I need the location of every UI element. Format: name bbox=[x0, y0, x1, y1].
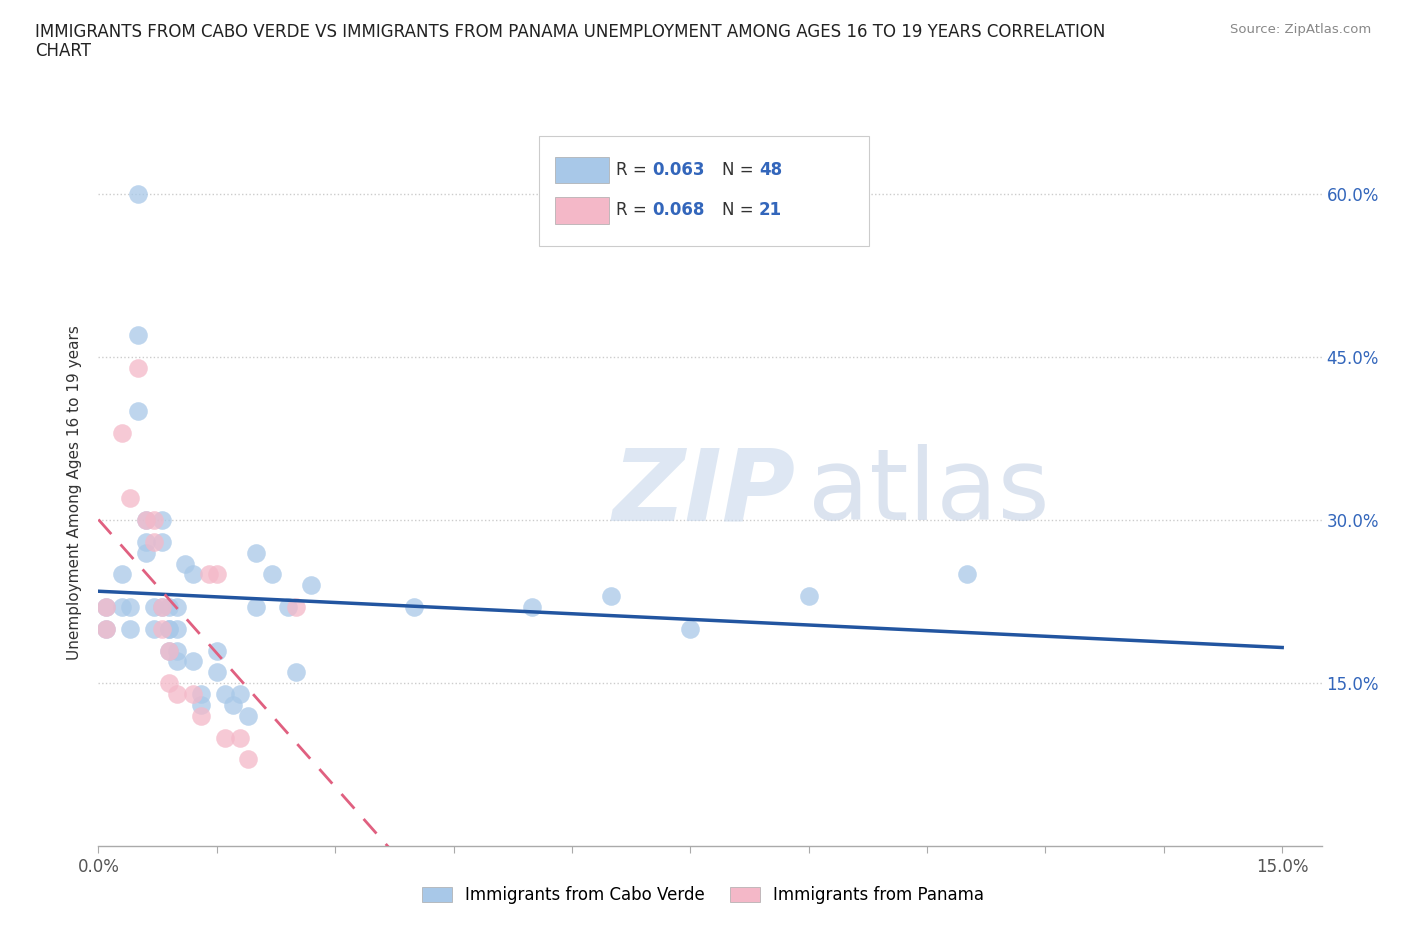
Point bbox=[166, 654, 188, 669]
Y-axis label: Unemployment Among Ages 16 to 19 years: Unemployment Among Ages 16 to 19 years bbox=[67, 326, 83, 660]
Point bbox=[181, 654, 204, 669]
Point bbox=[245, 545, 267, 560]
Text: 21: 21 bbox=[759, 201, 782, 219]
Point bbox=[190, 698, 212, 712]
Point bbox=[142, 621, 165, 636]
Text: CHART: CHART bbox=[35, 42, 91, 60]
Point bbox=[229, 686, 252, 701]
Text: R =: R = bbox=[616, 201, 652, 219]
Point bbox=[522, 600, 544, 615]
Point bbox=[797, 589, 820, 604]
Text: atlas: atlas bbox=[808, 445, 1049, 541]
Point bbox=[198, 567, 221, 582]
Point bbox=[118, 621, 141, 636]
Point bbox=[150, 535, 173, 550]
Point bbox=[127, 404, 149, 418]
Point bbox=[159, 676, 181, 691]
Point bbox=[214, 730, 236, 745]
FancyBboxPatch shape bbox=[538, 136, 869, 246]
Point bbox=[205, 644, 228, 658]
Point bbox=[284, 600, 307, 615]
Point bbox=[150, 600, 173, 615]
Point bbox=[96, 600, 118, 615]
Point bbox=[301, 578, 323, 592]
Point bbox=[159, 644, 181, 658]
Point bbox=[135, 545, 157, 560]
Point bbox=[214, 686, 236, 701]
Point bbox=[159, 621, 181, 636]
Point bbox=[600, 589, 623, 604]
Point bbox=[150, 621, 173, 636]
Text: 48: 48 bbox=[759, 161, 782, 179]
Point bbox=[205, 567, 228, 582]
Point bbox=[96, 600, 118, 615]
Point bbox=[159, 644, 181, 658]
Point bbox=[118, 491, 141, 506]
Point bbox=[142, 535, 165, 550]
Point bbox=[229, 730, 252, 745]
Point bbox=[174, 556, 197, 571]
Point bbox=[127, 327, 149, 342]
Text: ZIP: ZIP bbox=[612, 445, 796, 541]
Point bbox=[238, 751, 260, 766]
Point bbox=[159, 621, 181, 636]
Point bbox=[284, 665, 307, 680]
Point bbox=[135, 512, 157, 527]
Point bbox=[245, 600, 267, 615]
Point bbox=[111, 567, 134, 582]
Point bbox=[190, 686, 212, 701]
Text: R =: R = bbox=[616, 161, 652, 179]
Point bbox=[221, 698, 243, 712]
Point bbox=[96, 621, 118, 636]
Point bbox=[150, 512, 173, 527]
Point bbox=[127, 361, 149, 376]
Point bbox=[111, 600, 134, 615]
Point bbox=[205, 665, 228, 680]
Point bbox=[166, 644, 188, 658]
Point bbox=[127, 186, 149, 201]
Legend: Immigrants from Cabo Verde, Immigrants from Panama: Immigrants from Cabo Verde, Immigrants f… bbox=[413, 878, 993, 912]
Point bbox=[404, 600, 426, 615]
Point bbox=[277, 600, 299, 615]
Point bbox=[135, 512, 157, 527]
Point bbox=[111, 426, 134, 441]
Point bbox=[238, 709, 260, 724]
Point bbox=[96, 621, 118, 636]
Point bbox=[181, 567, 204, 582]
Text: Source: ZipAtlas.com: Source: ZipAtlas.com bbox=[1230, 23, 1371, 36]
Point bbox=[260, 567, 283, 582]
Text: N =: N = bbox=[723, 161, 759, 179]
Point bbox=[955, 567, 977, 582]
Point bbox=[190, 709, 212, 724]
Text: 0.063: 0.063 bbox=[652, 161, 704, 179]
Point bbox=[166, 621, 188, 636]
Point bbox=[135, 535, 157, 550]
Point bbox=[679, 621, 702, 636]
Point bbox=[166, 686, 188, 701]
Point bbox=[159, 600, 181, 615]
Point bbox=[142, 600, 165, 615]
Text: N =: N = bbox=[723, 201, 759, 219]
Text: 0.068: 0.068 bbox=[652, 201, 704, 219]
Point bbox=[166, 600, 188, 615]
Point bbox=[150, 600, 173, 615]
FancyBboxPatch shape bbox=[555, 197, 609, 223]
Point bbox=[118, 600, 141, 615]
Text: IMMIGRANTS FROM CABO VERDE VS IMMIGRANTS FROM PANAMA UNEMPLOYMENT AMONG AGES 16 : IMMIGRANTS FROM CABO VERDE VS IMMIGRANTS… bbox=[35, 23, 1105, 41]
Point bbox=[142, 512, 165, 527]
Point bbox=[181, 686, 204, 701]
FancyBboxPatch shape bbox=[555, 157, 609, 183]
